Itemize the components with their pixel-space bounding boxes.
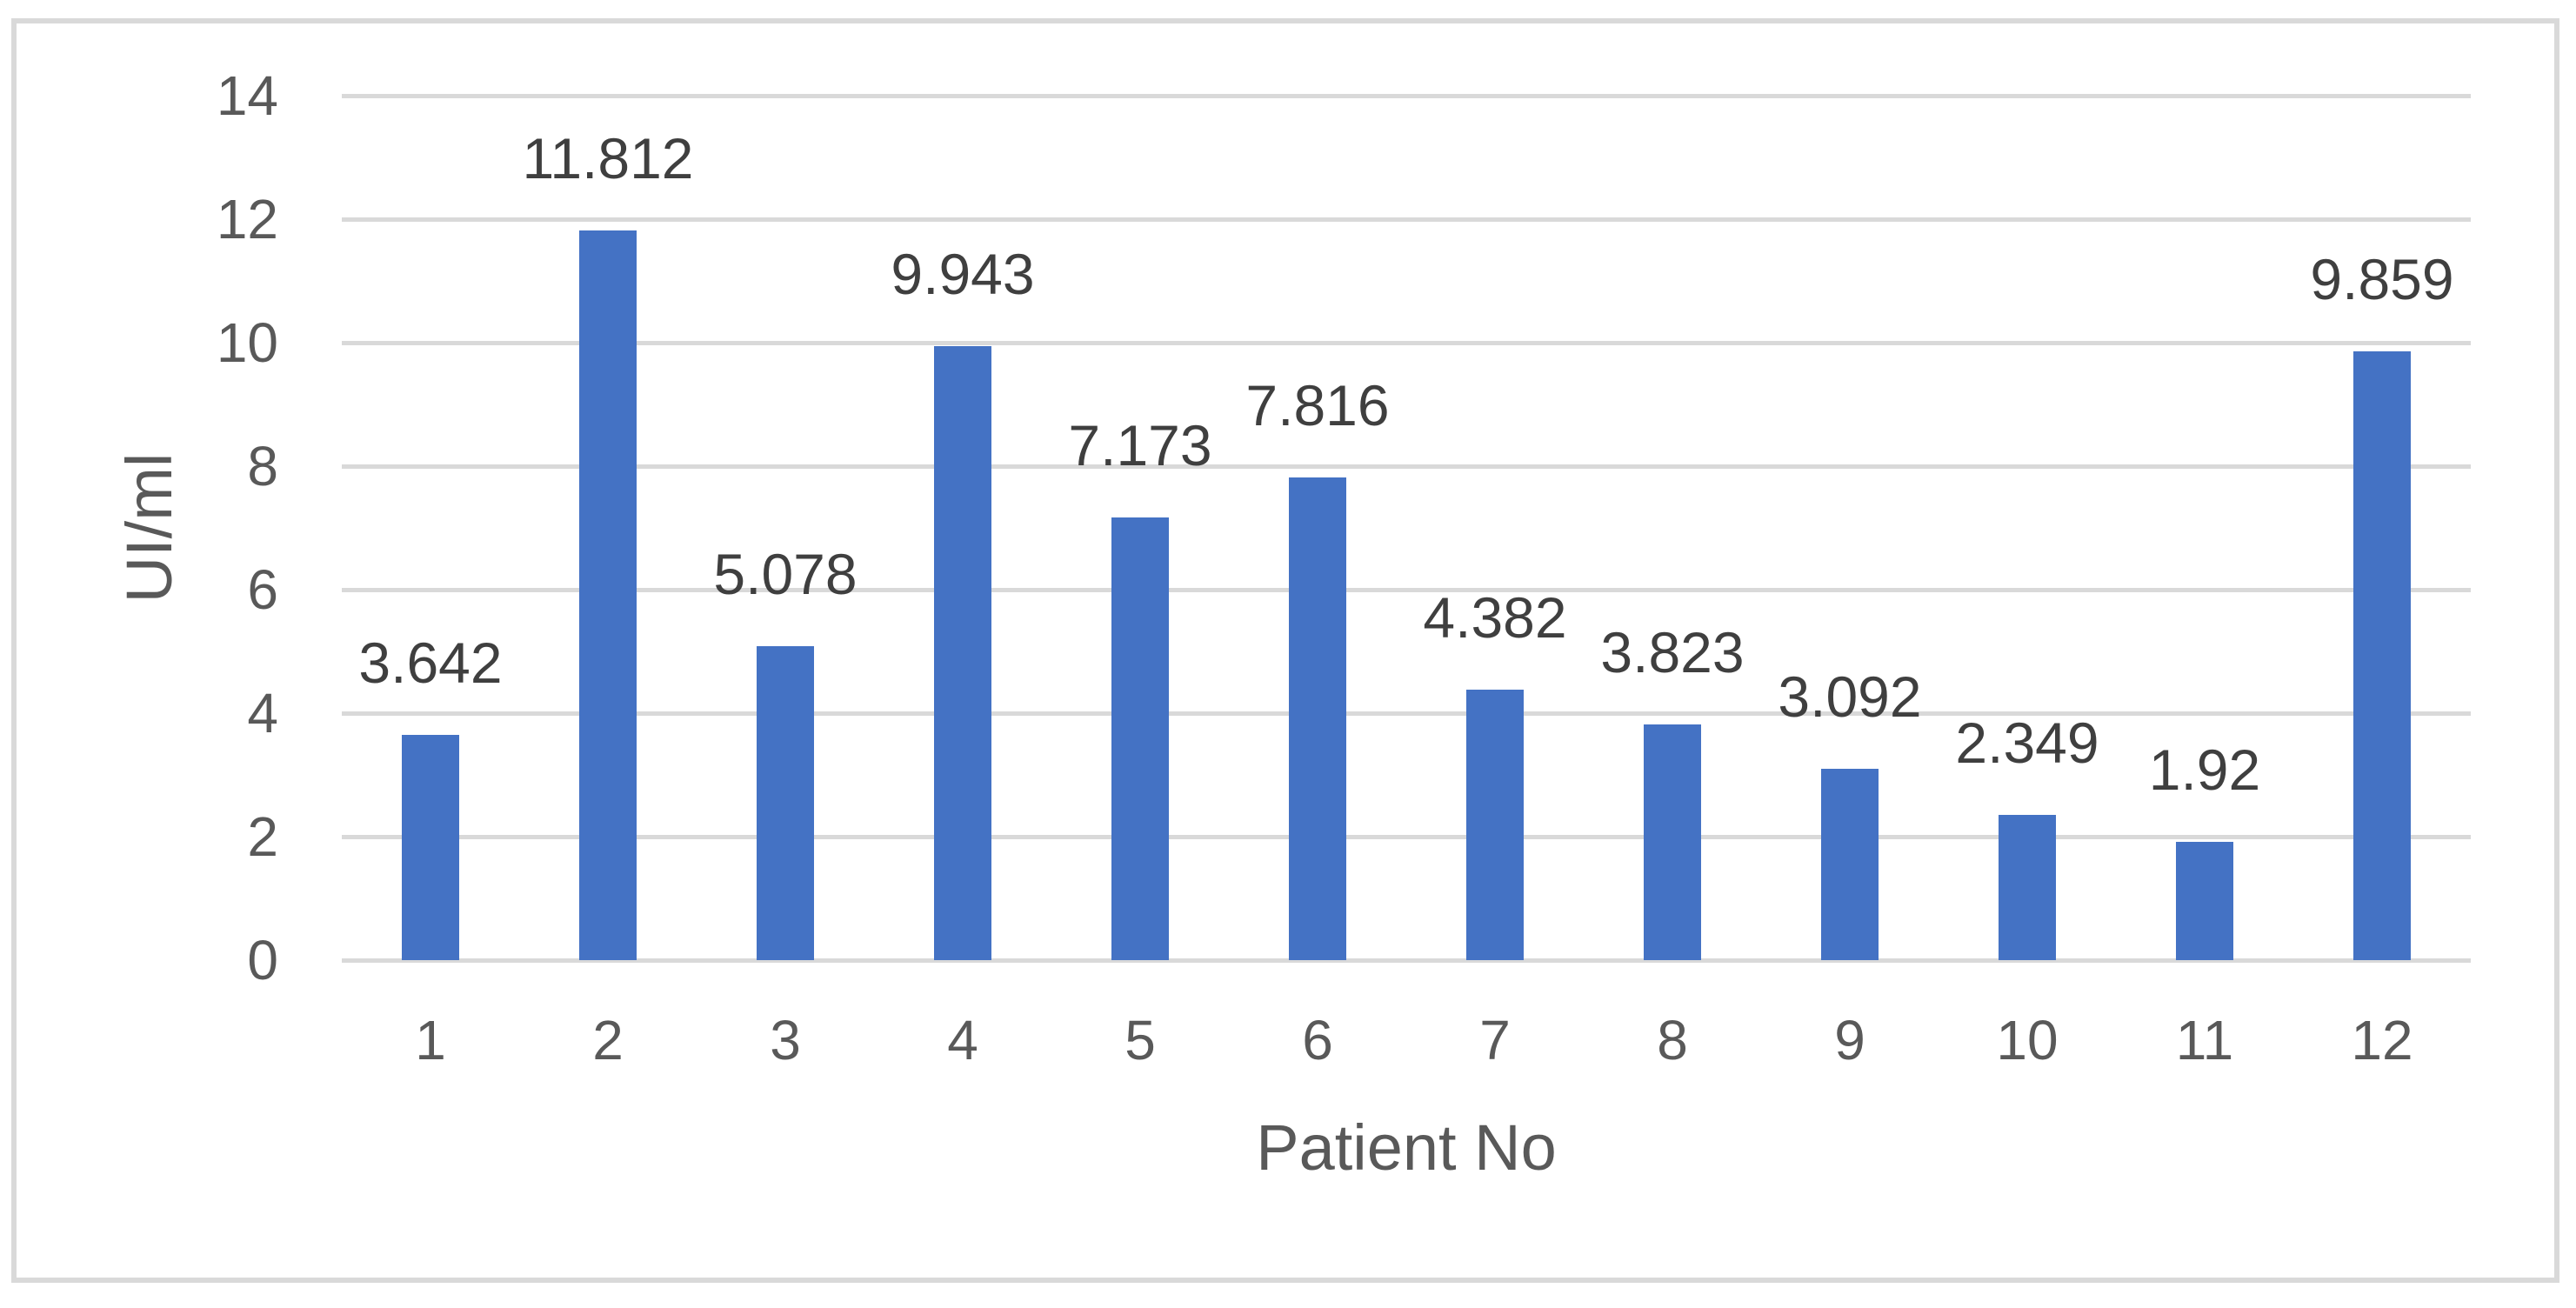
y-tick-label-0: 0 <box>247 929 278 991</box>
x-tick-label-2: 2 <box>592 1009 624 1071</box>
gridline-y-2 <box>342 834 2471 839</box>
bar-value-label-10: 2.349 <box>1955 711 2099 776</box>
bar-value-label-3: 5.078 <box>713 542 858 607</box>
y-tick-label-12: 12 <box>216 188 278 250</box>
x-tick-label-4: 4 <box>947 1009 978 1071</box>
bar-value-label-1: 3.642 <box>358 631 503 696</box>
x-tick-label-12: 12 <box>2351 1009 2413 1071</box>
gridline-y-6 <box>342 587 2471 592</box>
bar-patient-3 <box>757 646 814 960</box>
bar-value-label-4: 9.943 <box>891 242 1035 307</box>
gridline-y-12 <box>342 217 2471 222</box>
x-tick-label-10: 10 <box>1996 1009 2059 1071</box>
x-tick-label-8: 8 <box>1657 1009 1688 1071</box>
bar-value-label-7: 4.382 <box>1423 584 1567 650</box>
gridline-y-4 <box>342 711 2471 716</box>
bar-value-label-5: 7.173 <box>1068 412 1212 477</box>
x-tick-label-5: 5 <box>1124 1009 1156 1071</box>
bar-value-label-9: 3.092 <box>1778 664 1922 730</box>
bar-patient-1 <box>402 735 459 960</box>
bar-patient-6 <box>1289 477 1346 960</box>
y-tick-label-6: 6 <box>247 558 278 621</box>
x-tick-label-9: 9 <box>1834 1009 1865 1071</box>
bar-patient-7 <box>1466 689 1524 960</box>
x-tick-label-7: 7 <box>1479 1009 1511 1071</box>
bar-value-label-2: 11.812 <box>522 126 694 191</box>
y-tick-label-14: 14 <box>216 64 278 127</box>
bar-value-label-8: 3.823 <box>1600 619 1745 684</box>
x-tick-label-11: 11 <box>2175 1009 2234 1071</box>
x-tick-label-6: 6 <box>1302 1009 1333 1071</box>
bar-value-label-6: 7.816 <box>1245 373 1390 438</box>
bar-patient-4 <box>934 346 991 960</box>
bar-patient-12 <box>2353 351 2411 960</box>
y-tick-label-4: 4 <box>247 682 278 744</box>
gridline-y-0 <box>342 958 2471 963</box>
bar-patient-2 <box>579 230 637 960</box>
gridline-y-14 <box>342 93 2471 98</box>
x-axis-title: Patient No <box>1256 1111 1557 1184</box>
bar-value-label-11: 1.92 <box>2148 737 2261 802</box>
bar-patient-10 <box>1999 815 2056 960</box>
bar-patient-5 <box>1111 517 1169 960</box>
plot-area: 3.642 11.812 5.078 9.943 7.173 7.816 4.382 3.82… <box>342 93 2471 963</box>
bar-patient-11 <box>2176 841 2233 960</box>
bar-patient-9 <box>1821 769 1879 960</box>
gridline-y-8 <box>342 464 2471 469</box>
y-tick-label-2: 2 <box>247 805 278 868</box>
chart-border <box>11 18 2559 1283</box>
y-tick-label-10: 10 <box>216 311 278 374</box>
gridline-y-10 <box>342 340 2471 345</box>
x-tick-label-1: 1 <box>415 1009 446 1071</box>
bar-value-label-12: 9.859 <box>2310 247 2454 312</box>
y-tick-label-8: 8 <box>247 435 278 497</box>
bar-patient-8 <box>1644 724 1701 960</box>
x-tick-label-3: 3 <box>770 1009 801 1071</box>
